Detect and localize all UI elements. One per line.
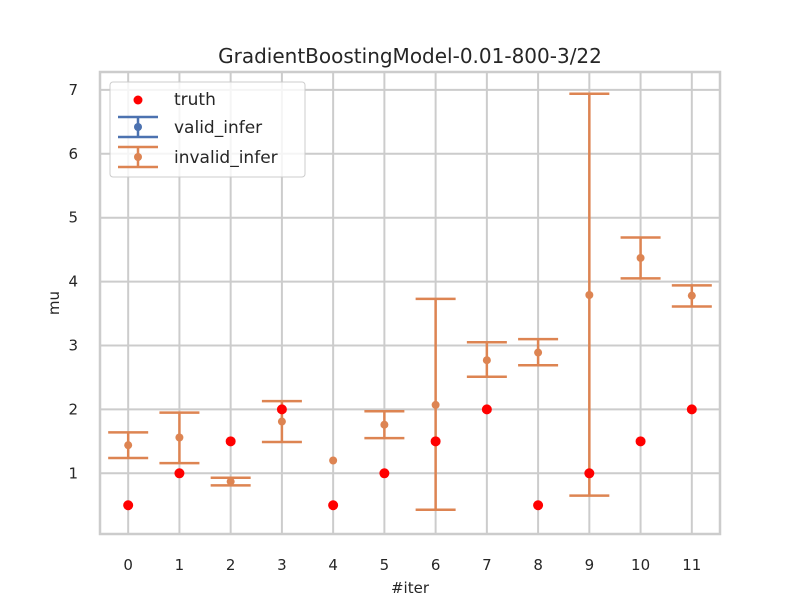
y-axis-label: mu — [45, 291, 63, 315]
y-tick-label: 6 — [68, 145, 78, 163]
truth-point — [123, 500, 134, 511]
legend-valid-infer-marker — [118, 115, 158, 139]
truth-point — [635, 436, 646, 447]
x-tick-label: 2 — [226, 556, 236, 574]
invalid-infer-series — [108, 92, 712, 511]
legend: truth valid_infer invalid_infer — [109, 81, 306, 178]
x-tick-label: 8 — [533, 556, 543, 574]
truth-point — [328, 500, 339, 511]
y-tick-label: 1 — [68, 464, 78, 482]
truth-point — [584, 468, 595, 479]
y-tick-label: 3 — [68, 336, 78, 354]
legend-frame — [109, 81, 306, 178]
truth-point — [174, 468, 185, 479]
invalid-infer-point — [431, 400, 440, 409]
truth-series — [123, 404, 697, 511]
y-tick-label: 5 — [68, 209, 78, 227]
x-tick-label: 9 — [585, 556, 595, 574]
invalid-infer-point — [380, 420, 389, 429]
invalid-infer-point — [585, 291, 594, 300]
legend-valid-infer-label: valid_infer — [174, 118, 262, 138]
x-tick-label: 1 — [175, 556, 185, 574]
chart-title: GradientBoostingModel-0.01-800-3/22 — [218, 44, 602, 68]
y-tick-label: 4 — [68, 273, 78, 291]
x-tick-label: 3 — [277, 556, 287, 574]
x-tick-label: 11 — [682, 556, 701, 574]
invalid-infer-point — [687, 291, 696, 300]
invalid-infer-point — [534, 348, 543, 357]
invalid-infer-point — [636, 253, 645, 262]
invalid-infer-point — [226, 477, 235, 486]
x-tick-label: 6 — [431, 556, 441, 574]
legend-truth-label: truth — [174, 90, 216, 110]
plot-frame — [98, 70, 722, 536]
truth-point — [686, 404, 697, 415]
x-tick-label: 4 — [328, 556, 338, 574]
legend-truth-marker — [133, 95, 143, 105]
invalid-infer-point — [329, 456, 338, 465]
truth-point — [276, 404, 287, 415]
truth-point — [225, 436, 236, 447]
invalid-infer-point — [175, 433, 184, 442]
invalid-infer-point — [124, 441, 133, 450]
x-axis-label: #iter — [391, 579, 430, 597]
legend-invalid-infer-marker — [118, 145, 158, 169]
invalid-infer-point — [482, 356, 491, 365]
truth-point — [533, 500, 544, 511]
x-tick-label: 5 — [380, 556, 390, 574]
legend-invalid-infer-label: invalid_infer — [174, 148, 278, 168]
truth-point — [481, 404, 492, 415]
invalid-infer-point — [277, 417, 286, 426]
x-tick-label: 10 — [631, 556, 650, 574]
y-tick-label: 7 — [68, 81, 78, 99]
x-tick-label: 7 — [482, 556, 492, 574]
truth-point — [379, 468, 390, 479]
x-tick-label: 0 — [123, 556, 133, 574]
y-tick-label: 2 — [68, 400, 78, 418]
truth-point — [430, 436, 441, 447]
